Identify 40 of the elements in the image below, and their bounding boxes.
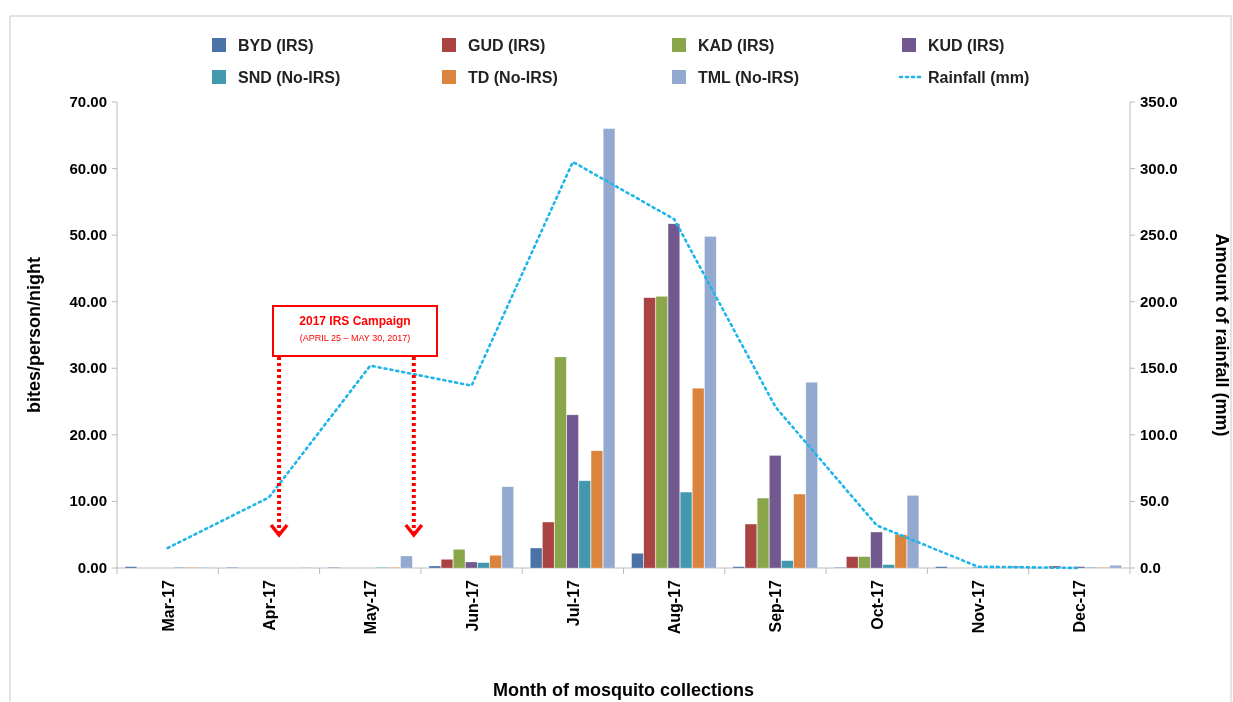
annotation: (APRIL 25 – MAY 30, 2017)	[299, 333, 411, 343]
x-tick-label: Nov-17	[970, 579, 988, 634]
x-tick-label: Oct-17	[868, 579, 886, 630]
y2-tick-label: 350.0	[1140, 93, 1178, 110]
x-tick-label: Mar-17	[159, 579, 177, 632]
y-tick-label: 70.00	[69, 93, 107, 110]
y-tick-label: 60.00	[69, 159, 107, 177]
x-axis-title: Month of mosquito collections	[493, 680, 754, 700]
y2-tick-label: 300.0	[1140, 159, 1178, 177]
legend-label: KAD (IRS)	[698, 37, 775, 54]
y-tick-label: 30.00	[69, 359, 107, 377]
legend-label: SND (No-IRS)	[238, 69, 341, 86]
y-axis-title: bites/person/night	[24, 256, 44, 414]
legend-label: GUD (IRS)	[468, 37, 546, 54]
x-tick-label: Apr-17	[260, 579, 278, 631]
legend-label: TML (No-IRS)	[698, 69, 800, 86]
legend-label: BYD (IRS)	[238, 37, 314, 54]
x-tick-label: Jul-17	[564, 579, 582, 627]
y2-tick-label: 250.0	[1140, 226, 1178, 244]
x-tick-label: May-17	[362, 579, 380, 635]
legend-label: KUD (IRS)	[928, 37, 1005, 54]
y2-tick-label: 100.0	[1140, 425, 1178, 443]
y2-tick-label: 0.0	[1140, 559, 1161, 576]
y2-tick-label: 150.0	[1140, 359, 1178, 377]
y-tick-label: 10.00	[69, 492, 107, 510]
legend-label: TD (No-IRS)	[468, 69, 558, 86]
y-tick-label: 0.00	[77, 559, 107, 576]
x-tick-label: Dec-17	[1071, 579, 1089, 633]
x-tick-label: Sep-17	[767, 579, 785, 633]
y2-tick-label: 200.0	[1140, 292, 1178, 310]
y2-tick-label: 50.0	[1140, 492, 1170, 510]
legend-label: Rainfall (mm)	[928, 69, 1030, 86]
annotation: 2017 IRS Campaign	[299, 314, 411, 328]
x-tick-label: Aug-17	[666, 579, 684, 635]
x-tick-label: Jun-17	[463, 579, 481, 632]
y2-axis-title: Amount of rainfall (mm)	[1212, 233, 1232, 437]
y-tick-label: 50.00	[69, 226, 107, 244]
y-tick-label: 20.00	[69, 425, 107, 443]
y-tick-label: 40.00	[69, 292, 107, 310]
line-series	[166, 160, 1081, 570]
